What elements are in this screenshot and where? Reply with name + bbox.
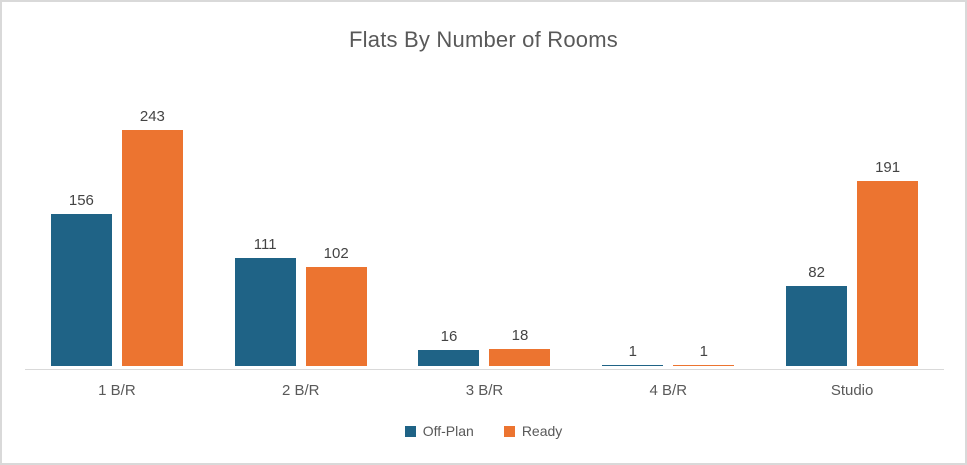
bar-off-plan — [50, 214, 112, 366]
bar-off-plan — [234, 258, 296, 366]
bar-ready — [305, 267, 367, 366]
bar-value-label: 111 — [253, 236, 277, 253]
bar-off-plan — [418, 350, 480, 366]
bar-off-plan — [786, 286, 848, 366]
category-group: 156 243 — [25, 96, 209, 366]
bar-column: 102 — [305, 245, 367, 366]
category-label: 3 B/R — [465, 382, 504, 399]
bar-ready — [489, 349, 551, 366]
category-label: 2 B/R — [281, 382, 320, 399]
plot-area: 156 243 111 102 16 18 1 1 82 191 — [25, 96, 944, 366]
bar-value-label: 16 — [440, 328, 458, 345]
bar-column: 1 — [673, 343, 735, 366]
x-axis-line — [25, 369, 944, 370]
bar-off-plan — [602, 365, 664, 366]
legend-swatch-icon — [404, 425, 416, 437]
bar-value-label: 1 — [628, 343, 637, 360]
bar-column: 18 — [489, 327, 551, 366]
legend: Off-Plan Ready — [2, 423, 965, 439]
legend-item-ready: Ready — [503, 423, 563, 439]
bar-ready — [121, 130, 183, 366]
bar-value-label: 18 — [511, 327, 529, 344]
chart-title: Flats By Number of Rooms — [349, 27, 618, 52]
category-label: Studio — [830, 382, 874, 399]
bar-value-label: 1 — [699, 343, 708, 360]
bar-column: 243 — [121, 108, 183, 366]
bar-value-label: 156 — [68, 192, 94, 209]
legend-item-off-plan: Off-Plan — [404, 423, 474, 439]
bar-value-label: 102 — [323, 245, 349, 262]
bar-column: 111 — [234, 236, 296, 366]
legend-label: Off-Plan — [422, 423, 474, 439]
bar-column: 156 — [50, 192, 112, 366]
bar-value-label: 191 — [875, 159, 901, 176]
category-group: 16 18 — [393, 96, 577, 366]
bar-column: 191 — [857, 159, 919, 366]
category-group: 111 102 — [209, 96, 393, 366]
bar-value-label: 82 — [808, 264, 825, 281]
legend-label: Ready — [521, 423, 563, 439]
category-group: 82 191 — [760, 96, 944, 366]
x-axis-labels: 1 B/R 2 B/R 3 B/R 4 B/R Studio — [25, 382, 944, 399]
bar-column: 16 — [418, 328, 480, 366]
bar-value-label: 243 — [139, 108, 165, 125]
bar-column: 82 — [786, 264, 848, 366]
legend-swatch-icon — [503, 425, 515, 437]
bar-ready — [857, 181, 919, 366]
bar-ready — [673, 365, 735, 366]
category-label: 1 B/R — [98, 382, 136, 399]
category-label: 4 B/R — [649, 382, 688, 399]
bar-column: 1 — [602, 343, 664, 366]
